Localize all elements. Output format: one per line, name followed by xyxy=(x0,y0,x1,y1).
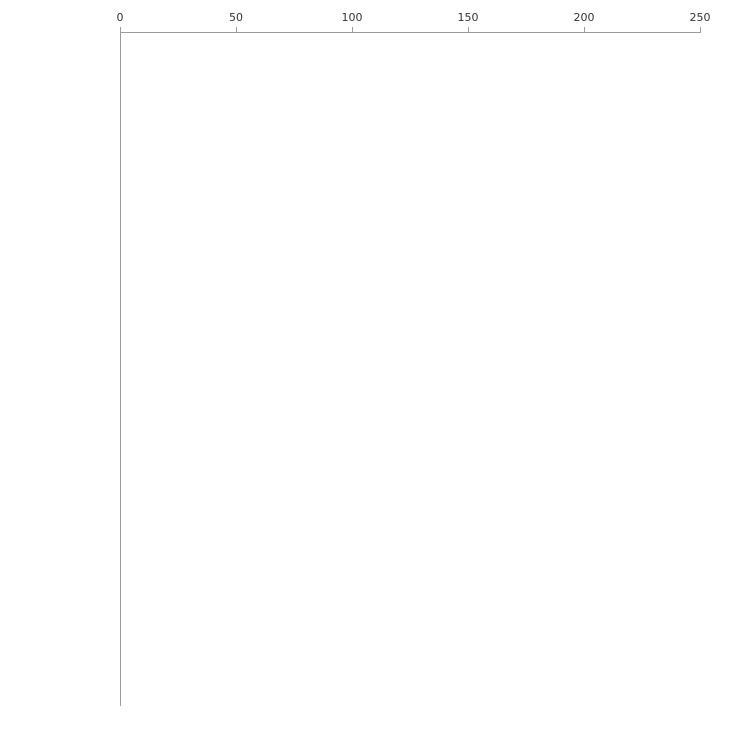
x-axis-tick-label: 50 xyxy=(229,11,243,24)
x-axis-tick-label: 250 xyxy=(689,11,711,24)
x-axis-tick-label: 100 xyxy=(341,11,363,24)
x-axis-tick-label: 200 xyxy=(573,11,595,24)
x-axis-line xyxy=(120,32,701,33)
x-axis-tick xyxy=(700,27,701,32)
x-axis-tick xyxy=(236,27,237,32)
x-axis-tick-label: 150 xyxy=(457,11,479,24)
x-axis-tick xyxy=(584,27,585,32)
x-axis-tick-label: 0 xyxy=(116,11,124,24)
x-axis-tick xyxy=(120,27,121,32)
x-axis-tick xyxy=(468,27,469,32)
x-axis-tick xyxy=(352,27,353,32)
y-axis-line xyxy=(120,32,121,706)
